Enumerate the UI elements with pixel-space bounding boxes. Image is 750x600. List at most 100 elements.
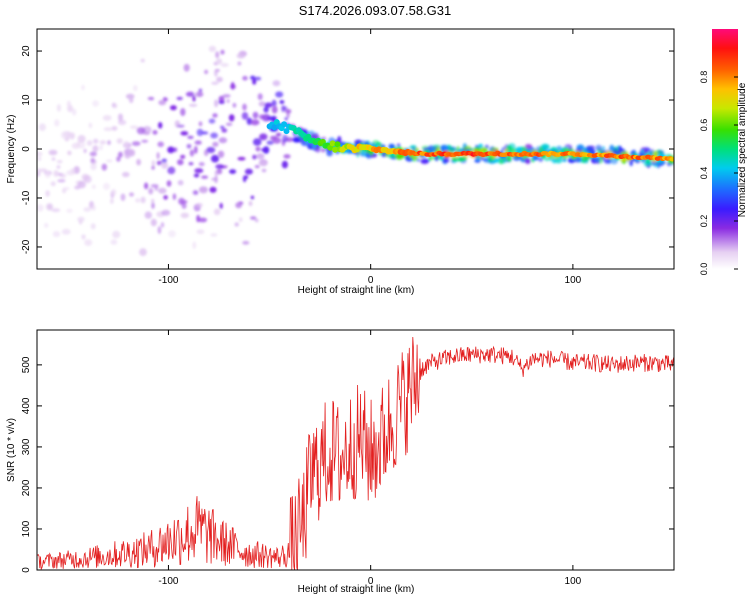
spectrogram-ridge-cell — [669, 157, 674, 162]
snr-marks — [37, 336, 674, 570]
spectrogram-cell — [86, 140, 93, 146]
spectrogram-cell — [649, 151, 653, 155]
colorbar-label: Normalized spectral amplitude — [737, 82, 748, 217]
spectrogram-cell — [151, 202, 155, 209]
spectrogram-cell — [271, 105, 278, 114]
snr-y-tick-label: 200 — [21, 479, 32, 496]
spectrogram-cell — [263, 106, 269, 113]
spectrogram-cell — [215, 51, 220, 59]
spectrogram-cell — [611, 151, 621, 155]
spectrogram-cell — [53, 170, 59, 177]
spectrogram-cell — [168, 230, 176, 238]
spectrogram-cell — [259, 133, 268, 141]
spectrogram-cell — [432, 148, 436, 154]
spectrogram-cell — [222, 94, 231, 98]
spectrogram-cell — [128, 149, 136, 157]
spectrogram-cell — [206, 146, 216, 154]
spectrogram-cell — [118, 151, 123, 158]
spectrogram-cell — [67, 150, 72, 156]
spectrogram-cell — [198, 217, 208, 223]
spectrogram-cell — [258, 101, 266, 107]
spectrogram-cell — [220, 125, 225, 129]
spectrogram-cell — [51, 157, 56, 161]
spectrogram-cell — [83, 148, 87, 153]
spectrogram-cell — [101, 163, 108, 171]
spectrogram-cell — [218, 100, 225, 104]
snr-frame — [36, 329, 675, 571]
spectrogram-cell — [215, 58, 223, 65]
spectrogram-cell — [187, 135, 194, 139]
spectrogram-cell — [386, 153, 395, 158]
spectrogram-x-axis-label: Height of straight line (km) — [298, 285, 415, 296]
spectrogram-cell — [259, 114, 265, 120]
spectrogram-cell — [198, 121, 203, 127]
spectrogram-cell — [282, 134, 288, 143]
spectrogram-cell — [211, 177, 217, 181]
spectrogram-cell — [452, 157, 457, 162]
spectrogram-cell — [157, 141, 164, 148]
spectrogram-cell — [180, 131, 189, 136]
spectrogram-cell — [180, 108, 186, 117]
spectrogram-cell — [67, 132, 76, 140]
spectrogram-cell — [77, 135, 86, 143]
spectrogram-cell — [206, 22, 213, 29]
spectrogram-cell — [44, 222, 49, 228]
spectrogram-cell — [103, 182, 110, 190]
spectrogram-cell — [238, 217, 243, 222]
spectrogram-cell — [258, 161, 268, 166]
spectrogram-cell — [618, 145, 622, 154]
spectrogram-ridge-cell — [281, 121, 288, 128]
spectrogram-y-tick-label: -20 — [21, 239, 32, 254]
spectrogram-cell — [252, 154, 257, 160]
spectrogram-y-tick-label: 20 — [21, 45, 32, 57]
snr-x-tick-label: 0 — [368, 576, 374, 587]
spectrogram-cell — [76, 141, 80, 147]
spectrogram-cell — [196, 229, 205, 235]
spectrogram-cell — [188, 162, 194, 166]
colorbar-tick-label: 0.2 — [699, 215, 709, 228]
spectrogram-cell — [213, 208, 221, 216]
spectrogram-cell — [524, 144, 533, 149]
spectrogram-cell — [229, 169, 237, 175]
spectrogram-cell — [502, 157, 507, 164]
spectrogram-cell — [136, 158, 142, 166]
spectrogram-cell — [225, 122, 233, 127]
spectrogram-cell — [56, 104, 61, 112]
spectrogram-cell — [110, 239, 118, 245]
spectrogram-cell — [56, 160, 63, 164]
spectrogram-cell — [279, 100, 285, 104]
spectrogram-cell — [228, 114, 235, 122]
spectrogram-cell — [177, 124, 185, 128]
spectrogram-cell — [88, 122, 93, 129]
spectrogram-cell — [177, 180, 184, 186]
spectrogram-cell — [409, 145, 417, 149]
spectrogram-cell — [292, 137, 302, 143]
spectrogram-cell — [60, 131, 69, 139]
spectrogram-cell — [196, 128, 204, 137]
spectrogram-cell — [252, 111, 259, 119]
spectrogram-cell — [90, 162, 97, 171]
spectrogram-cell — [214, 99, 219, 108]
spectrogram-cell — [215, 164, 224, 170]
spectrogram-cell — [62, 188, 67, 194]
spectrogram-cell — [56, 165, 61, 169]
spectrogram-cell — [113, 103, 118, 109]
spectrogram-y-tick-label: 10 — [21, 94, 32, 106]
spectrogram-cell — [285, 109, 292, 114]
figure-title: S174.2026.093.07.58.G31 — [299, 3, 452, 18]
spectrogram-cell — [215, 68, 220, 72]
spectrogram-cell — [595, 144, 603, 151]
spectrogram-cell — [507, 154, 512, 162]
spectrogram-cell — [73, 166, 80, 174]
spectrogram-cell — [218, 137, 228, 144]
spectrogram-cell — [167, 146, 175, 154]
snr-y-tick-label: 300 — [21, 438, 32, 455]
spectrogram-cell — [487, 155, 493, 163]
snr-ticks: -100 0 100 0 100 200 300 400 500 — [21, 330, 674, 587]
spectrogram-cell — [172, 193, 177, 200]
spectrogram-cell — [183, 63, 190, 72]
spectrogram-cell — [105, 159, 113, 163]
spectrogram-cell — [189, 149, 195, 157]
snr-y-tick-label: 100 — [21, 520, 32, 537]
